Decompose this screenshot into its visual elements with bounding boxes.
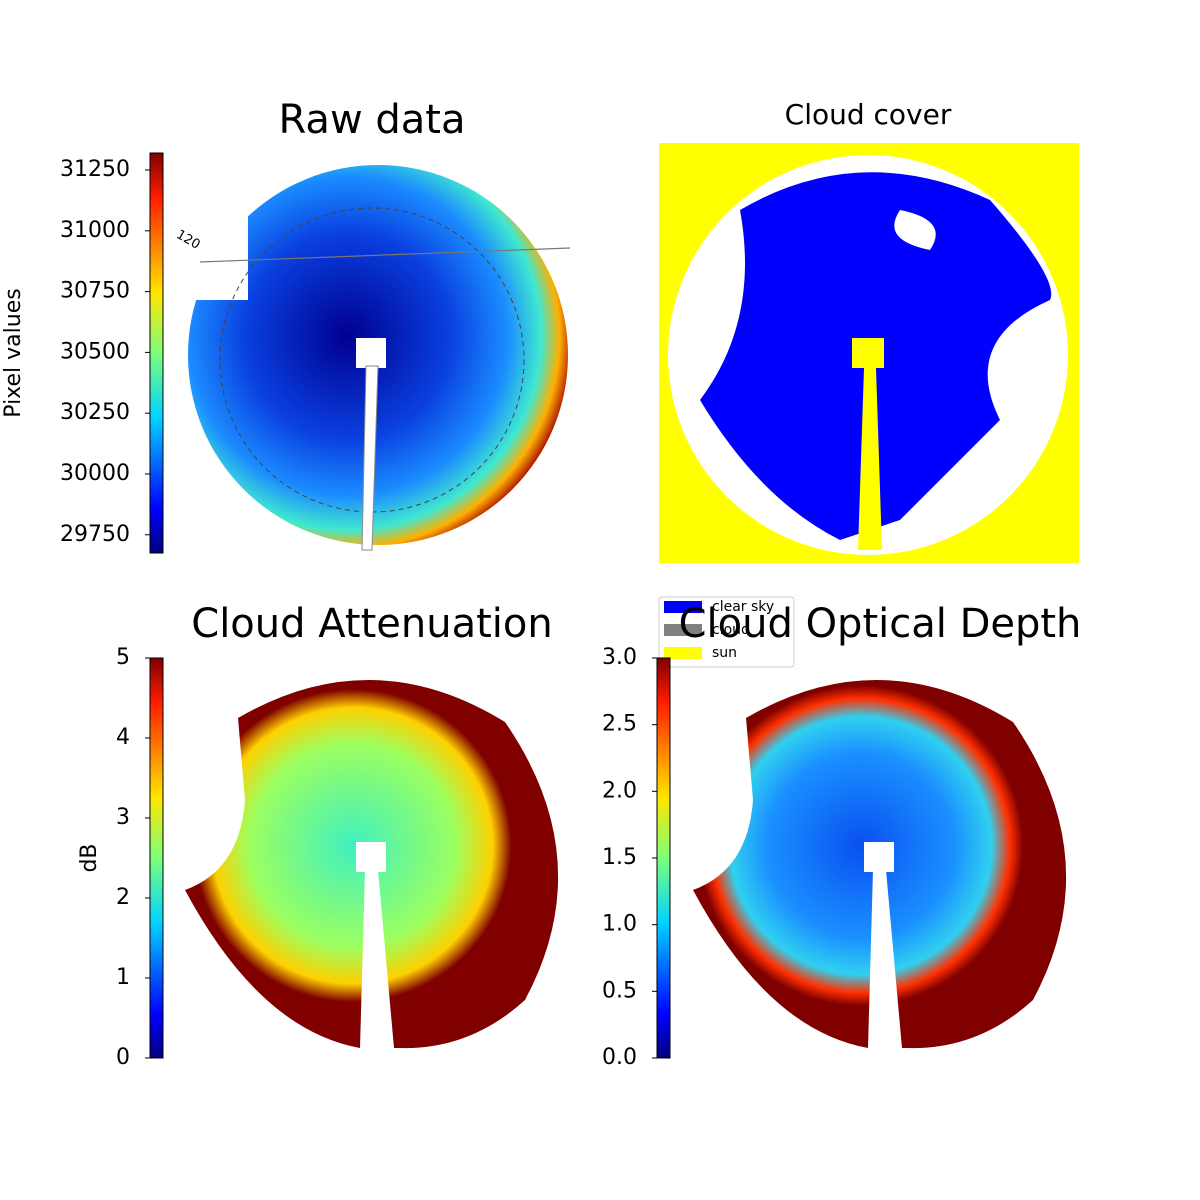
y-tick-label: 30000	[60, 461, 130, 486]
legend-swatch	[664, 624, 702, 636]
panel-title: Cloud Attenuation	[191, 601, 552, 647]
legend-label: clear sky	[712, 599, 774, 615]
attenuation-image	[185, 679, 559, 1049]
y-tick-label: 1.5	[602, 845, 637, 870]
panel-title: Cloud cover	[785, 98, 952, 131]
panel-title: Cloud Optical Depth	[679, 601, 1082, 647]
y-tick-label: 1	[116, 965, 130, 990]
y-tick-label: 30250	[60, 400, 130, 425]
y-tick-label: 31250	[60, 157, 130, 182]
legend-label: sun	[712, 645, 737, 661]
y-tick-label: 0.5	[602, 978, 637, 1003]
y-tick-label: 0	[116, 1045, 130, 1070]
y-tick-label: 3	[116, 805, 130, 830]
annotation: 120	[173, 227, 202, 252]
y-tick-label: 1.0	[602, 912, 637, 937]
y-tick-label: 30500	[60, 339, 130, 364]
y-tick-label: 3.0	[602, 645, 637, 670]
y-tick-label: 2.5	[602, 712, 637, 737]
legend-swatch	[664, 601, 702, 613]
optical-depth-image	[693, 679, 1067, 1049]
y-tick-label: 2.0	[602, 778, 637, 803]
cloud-cover-image	[659, 143, 1079, 563]
colorbar	[149, 152, 164, 554]
colorbar-label: Pixel values	[1, 288, 26, 417]
y-tick-label: 29750	[60, 522, 130, 547]
legend-label: cloud	[712, 622, 750, 638]
y-tick-label: 2	[116, 885, 130, 910]
y-tick-label: 30750	[60, 279, 130, 304]
y-tick-label: 4	[116, 725, 130, 750]
colorbar-label: dB	[77, 843, 102, 872]
y-tick-label: 31000	[60, 218, 130, 243]
y-tick-label: 5	[116, 645, 130, 670]
y-tick-label: 0.0	[602, 1045, 637, 1070]
legend-swatch	[664, 647, 702, 659]
panel-title: Raw data	[279, 97, 466, 143]
colorbar	[656, 657, 671, 1059]
raw-image	[188, 165, 571, 551]
colorbar	[149, 657, 164, 1059]
